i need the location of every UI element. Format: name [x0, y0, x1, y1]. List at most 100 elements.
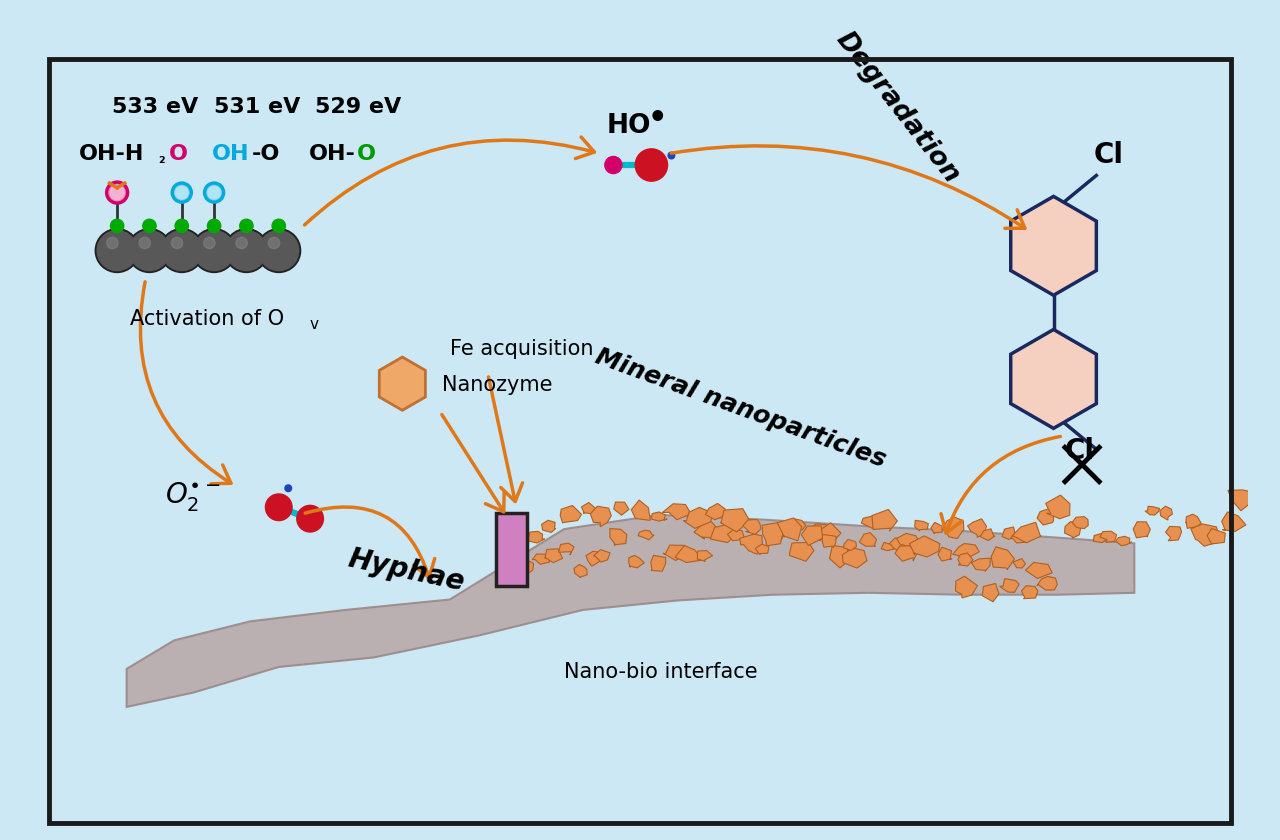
Text: Nanozyme: Nanozyme [443, 375, 553, 396]
Polygon shape [822, 534, 836, 548]
Circle shape [273, 219, 285, 233]
Text: $O_2^{\bullet-}$: $O_2^{\bullet-}$ [165, 480, 220, 512]
Circle shape [160, 228, 204, 272]
Polygon shape [1021, 585, 1038, 599]
Polygon shape [1012, 559, 1025, 568]
Circle shape [97, 231, 137, 270]
Text: Fe acquisition: Fe acquisition [449, 339, 594, 360]
FancyArrowPatch shape [305, 507, 435, 578]
Polygon shape [762, 522, 783, 546]
Polygon shape [859, 533, 877, 546]
Polygon shape [755, 544, 769, 555]
Circle shape [236, 237, 247, 249]
Circle shape [109, 184, 125, 201]
Polygon shape [801, 526, 824, 545]
Polygon shape [541, 520, 556, 533]
Polygon shape [742, 519, 760, 534]
Text: -O: -O [252, 144, 280, 164]
Polygon shape [1100, 531, 1116, 543]
Circle shape [143, 219, 156, 233]
Polygon shape [788, 519, 806, 530]
Circle shape [297, 506, 324, 532]
Polygon shape [957, 553, 973, 566]
Polygon shape [1116, 536, 1132, 546]
FancyArrowPatch shape [141, 282, 230, 484]
Text: HO: HO [607, 113, 652, 139]
Text: Hyphae: Hyphae [346, 545, 467, 597]
Polygon shape [972, 558, 991, 571]
FancyArrowPatch shape [305, 137, 594, 225]
Polygon shape [1166, 527, 1181, 541]
Text: O: O [357, 144, 376, 164]
Circle shape [173, 183, 191, 202]
Circle shape [259, 231, 298, 270]
Polygon shape [710, 524, 739, 543]
Circle shape [207, 219, 220, 233]
Polygon shape [721, 509, 750, 532]
Polygon shape [887, 538, 905, 550]
Circle shape [161, 231, 202, 270]
Polygon shape [532, 554, 549, 564]
Polygon shape [1133, 522, 1151, 538]
Polygon shape [663, 545, 687, 560]
FancyArrowPatch shape [442, 415, 504, 512]
Polygon shape [1073, 517, 1088, 528]
Polygon shape [127, 515, 1134, 707]
Circle shape [140, 237, 151, 249]
Polygon shape [1002, 527, 1016, 539]
Polygon shape [790, 543, 814, 561]
Circle shape [269, 237, 280, 249]
Polygon shape [684, 507, 713, 528]
Polygon shape [613, 502, 628, 515]
Polygon shape [652, 512, 667, 521]
Polygon shape [991, 547, 1015, 570]
Circle shape [227, 231, 266, 270]
Circle shape [257, 228, 301, 272]
Polygon shape [842, 548, 867, 568]
Polygon shape [896, 533, 920, 547]
Polygon shape [768, 525, 783, 539]
Polygon shape [910, 536, 940, 557]
Circle shape [224, 228, 269, 272]
Polygon shape [943, 517, 964, 538]
Circle shape [668, 152, 675, 159]
Polygon shape [829, 545, 850, 568]
Polygon shape [1037, 509, 1053, 525]
Polygon shape [558, 543, 575, 555]
Polygon shape [379, 357, 425, 410]
Polygon shape [694, 521, 718, 539]
Polygon shape [545, 549, 563, 563]
Polygon shape [956, 576, 978, 598]
Polygon shape [1011, 531, 1028, 543]
Text: OH: OH [212, 144, 250, 164]
Polygon shape [861, 516, 878, 528]
Text: 533 eV: 533 eV [113, 97, 198, 117]
Polygon shape [980, 529, 995, 541]
Polygon shape [581, 502, 595, 514]
Polygon shape [872, 509, 897, 531]
FancyBboxPatch shape [497, 513, 527, 586]
Text: 529 eV: 529 eV [315, 97, 402, 117]
Text: O: O [169, 144, 187, 164]
Polygon shape [698, 550, 713, 561]
Circle shape [239, 219, 253, 233]
Polygon shape [1093, 533, 1110, 543]
Text: OH-: OH- [310, 144, 356, 164]
Circle shape [110, 219, 124, 233]
Text: Nano-bio interface: Nano-bio interface [564, 663, 758, 682]
Polygon shape [561, 506, 581, 522]
Circle shape [106, 237, 118, 249]
Polygon shape [952, 543, 979, 558]
Polygon shape [777, 518, 801, 541]
Polygon shape [628, 555, 644, 568]
Polygon shape [1190, 524, 1220, 546]
Text: Cl: Cl [1093, 141, 1124, 169]
Polygon shape [650, 555, 666, 571]
Polygon shape [705, 503, 726, 520]
Polygon shape [740, 534, 763, 554]
Polygon shape [1207, 528, 1225, 543]
Polygon shape [844, 539, 856, 550]
Polygon shape [1011, 329, 1097, 428]
Polygon shape [1221, 512, 1245, 532]
Circle shape [106, 182, 128, 203]
